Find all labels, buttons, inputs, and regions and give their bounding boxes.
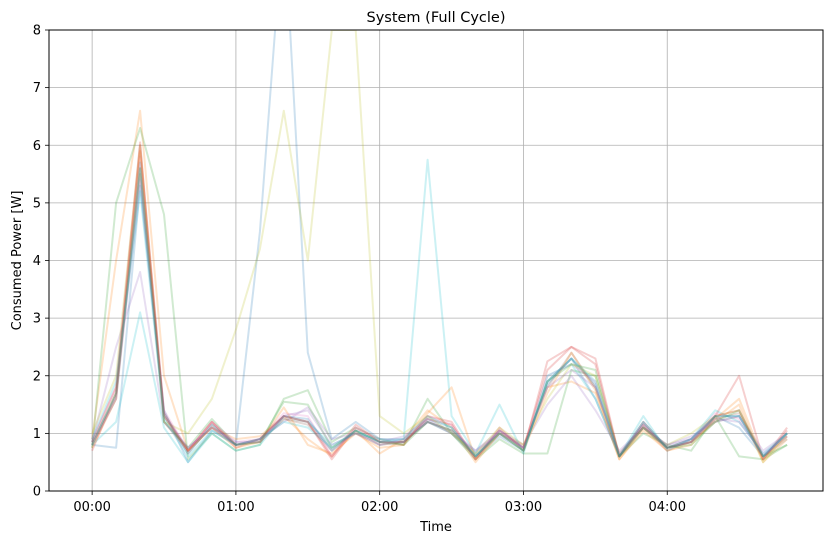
y-tick-label: 1 <box>33 427 41 442</box>
y-tick-label: 6 <box>33 139 41 154</box>
y-axis-label: Consumed Power [W] <box>10 191 25 331</box>
y-tick-label: 5 <box>33 196 41 211</box>
y-tick-label: 4 <box>33 254 41 269</box>
series-line-4 <box>91 144 788 461</box>
series-line-10 <box>91 158 788 464</box>
series-line-7 <box>91 155 788 458</box>
series-line-15 <box>91 178 788 455</box>
series-line-5 <box>91 271 788 452</box>
x-tick-label: 01:00 <box>217 500 254 515</box>
chart-title: System (Full Cycle) <box>366 10 505 26</box>
series-line-3 <box>91 127 788 461</box>
x-tick-label: 02:00 <box>361 500 398 515</box>
series-line-12 <box>91 150 788 461</box>
series-line-6 <box>91 167 788 458</box>
series-line-14 <box>91 141 788 461</box>
x-tick-label: 04:00 <box>649 500 686 515</box>
series-line-1 <box>91 30 788 464</box>
x-tick-label: 03:00 <box>505 500 542 515</box>
grid-lines <box>49 29 823 492</box>
axis-ticks: 0 1 2 3 4 5 6 7 8 00:00 01:00 02:00 03:00 04:00 <box>33 24 686 516</box>
series-line-16 <box>91 190 788 458</box>
y-tick-label: 0 <box>33 485 41 500</box>
series-line-13 <box>91 167 788 458</box>
y-tick-label: 7 <box>33 81 41 96</box>
y-tick-label: 8 <box>33 24 41 39</box>
series-line-11 <box>91 161 788 458</box>
x-axis-label: Time <box>419 520 452 535</box>
y-tick-label: 3 <box>33 312 41 327</box>
x-tick-label: 00:00 <box>73 500 110 515</box>
y-tick-label: 2 <box>33 369 41 384</box>
series-line-2 <box>91 109 788 464</box>
series-line-9 <box>91 30 788 464</box>
series-line-8 <box>91 173 788 458</box>
series-lines <box>91 30 788 464</box>
